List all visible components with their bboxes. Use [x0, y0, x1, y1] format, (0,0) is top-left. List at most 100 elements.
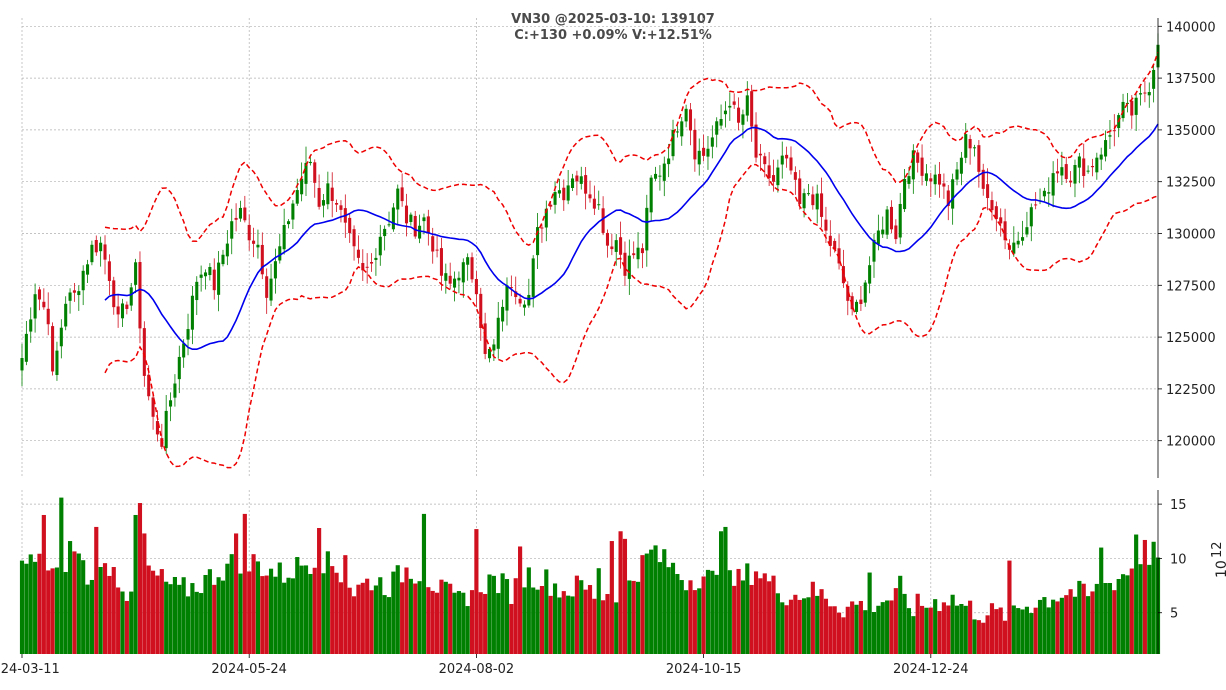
volume-bar: [386, 597, 392, 654]
candle-body: [776, 167, 780, 186]
candlestick: [522, 300, 526, 316]
candle-body: [1042, 190, 1046, 197]
candlestick: [326, 171, 330, 210]
volume-bar: [828, 606, 833, 654]
candlestick: [972, 144, 977, 157]
candle-body: [94, 240, 98, 253]
volume-bar: [199, 593, 204, 654]
candlestick: [815, 184, 819, 224]
volume-bar: [1134, 534, 1139, 654]
candlestick: [854, 299, 859, 315]
volume-bar: [1094, 583, 1099, 654]
volume-bar: [941, 602, 946, 654]
candle-body: [977, 145, 981, 172]
volume-bar: [679, 580, 684, 654]
candlestick: [1108, 120, 1112, 150]
date-tick-label: 2024-05-24: [211, 662, 287, 677]
candle-body: [1073, 165, 1077, 184]
candlestick: [1147, 82, 1151, 108]
candlestick: [789, 146, 793, 175]
volume-bar: [373, 585, 378, 654]
candle-body: [234, 217, 238, 220]
candle-body: [492, 344, 496, 351]
candlestick: [1051, 161, 1055, 208]
candle-body: [793, 172, 797, 180]
candlestick: [335, 199, 339, 213]
candle-body: [964, 134, 968, 158]
candle-body: [706, 148, 710, 157]
candlestick: [1121, 93, 1125, 122]
candlestick: [1029, 203, 1033, 242]
volume-bar: [347, 587, 352, 654]
volume-bar: [286, 577, 291, 654]
volume-bar: [928, 607, 933, 654]
volume-bar: [461, 592, 466, 654]
candle-body: [356, 249, 360, 258]
candle-body: [999, 217, 1003, 224]
volume-bar: [994, 609, 999, 654]
candlestick: [684, 104, 688, 128]
candle-body: [1064, 164, 1068, 180]
price-tick-label: 125000: [1166, 331, 1216, 346]
candlestick: [138, 251, 142, 344]
candlestick: [55, 341, 59, 381]
volume-bar: [1107, 583, 1113, 654]
candle-body: [649, 177, 653, 213]
volume-bar: [404, 567, 409, 654]
volume-bar: [705, 569, 711, 654]
candle-body: [623, 252, 627, 276]
candle-body: [1121, 101, 1125, 119]
candle-body: [448, 275, 452, 284]
volume-bar: [885, 600, 890, 654]
candle-body: [120, 303, 125, 319]
candle-body: [1108, 135, 1112, 137]
candlestick: [1007, 239, 1011, 260]
volume-bar: [76, 553, 81, 654]
volume-bar: [1033, 607, 1038, 654]
candle-body: [361, 263, 365, 271]
candlestick: [632, 241, 636, 259]
volume-bar: [793, 594, 798, 654]
candle-body: [24, 333, 28, 362]
date-tick-label: 2024-08-02: [439, 662, 515, 677]
candlestick: [623, 241, 627, 287]
candle-body: [177, 356, 181, 380]
candle-body: [474, 278, 478, 295]
candlestick: [981, 163, 985, 196]
volume-bar: [67, 541, 73, 654]
volume-bar: [321, 573, 326, 654]
volume-bar: [1016, 608, 1021, 654]
volume-bar: [365, 578, 370, 654]
volume-bar: [727, 570, 732, 654]
volume-bar: [854, 604, 859, 654]
volume-bar: [924, 607, 929, 654]
candle-body: [72, 290, 76, 293]
volume-bar: [959, 604, 964, 654]
candle-body: [549, 204, 553, 207]
candlestick: [72, 283, 76, 302]
candle-body: [719, 119, 723, 126]
candle-body: [173, 383, 177, 398]
volume-bar: [111, 567, 116, 654]
candle-body: [1104, 140, 1108, 157]
candle-body: [509, 287, 513, 289]
volume-bar: [382, 595, 387, 654]
candle-body: [798, 178, 802, 205]
candle-body: [610, 246, 614, 250]
candlestick: [999, 208, 1003, 237]
candle-body: [732, 101, 736, 105]
volume-bar: [797, 599, 802, 654]
candlestick: [645, 194, 649, 267]
candlestick: [619, 221, 623, 269]
candle-body: [374, 257, 378, 260]
volume-bar: [1151, 541, 1156, 654]
candlestick: [256, 229, 260, 259]
candle-body: [933, 174, 937, 185]
volume-bar: [41, 514, 46, 654]
volume-bar: [802, 598, 807, 654]
candlestick: [898, 192, 902, 245]
candlestick: [719, 104, 723, 130]
candlestick: [514, 276, 518, 305]
candlestick: [654, 166, 658, 182]
candlestick: [889, 200, 894, 234]
